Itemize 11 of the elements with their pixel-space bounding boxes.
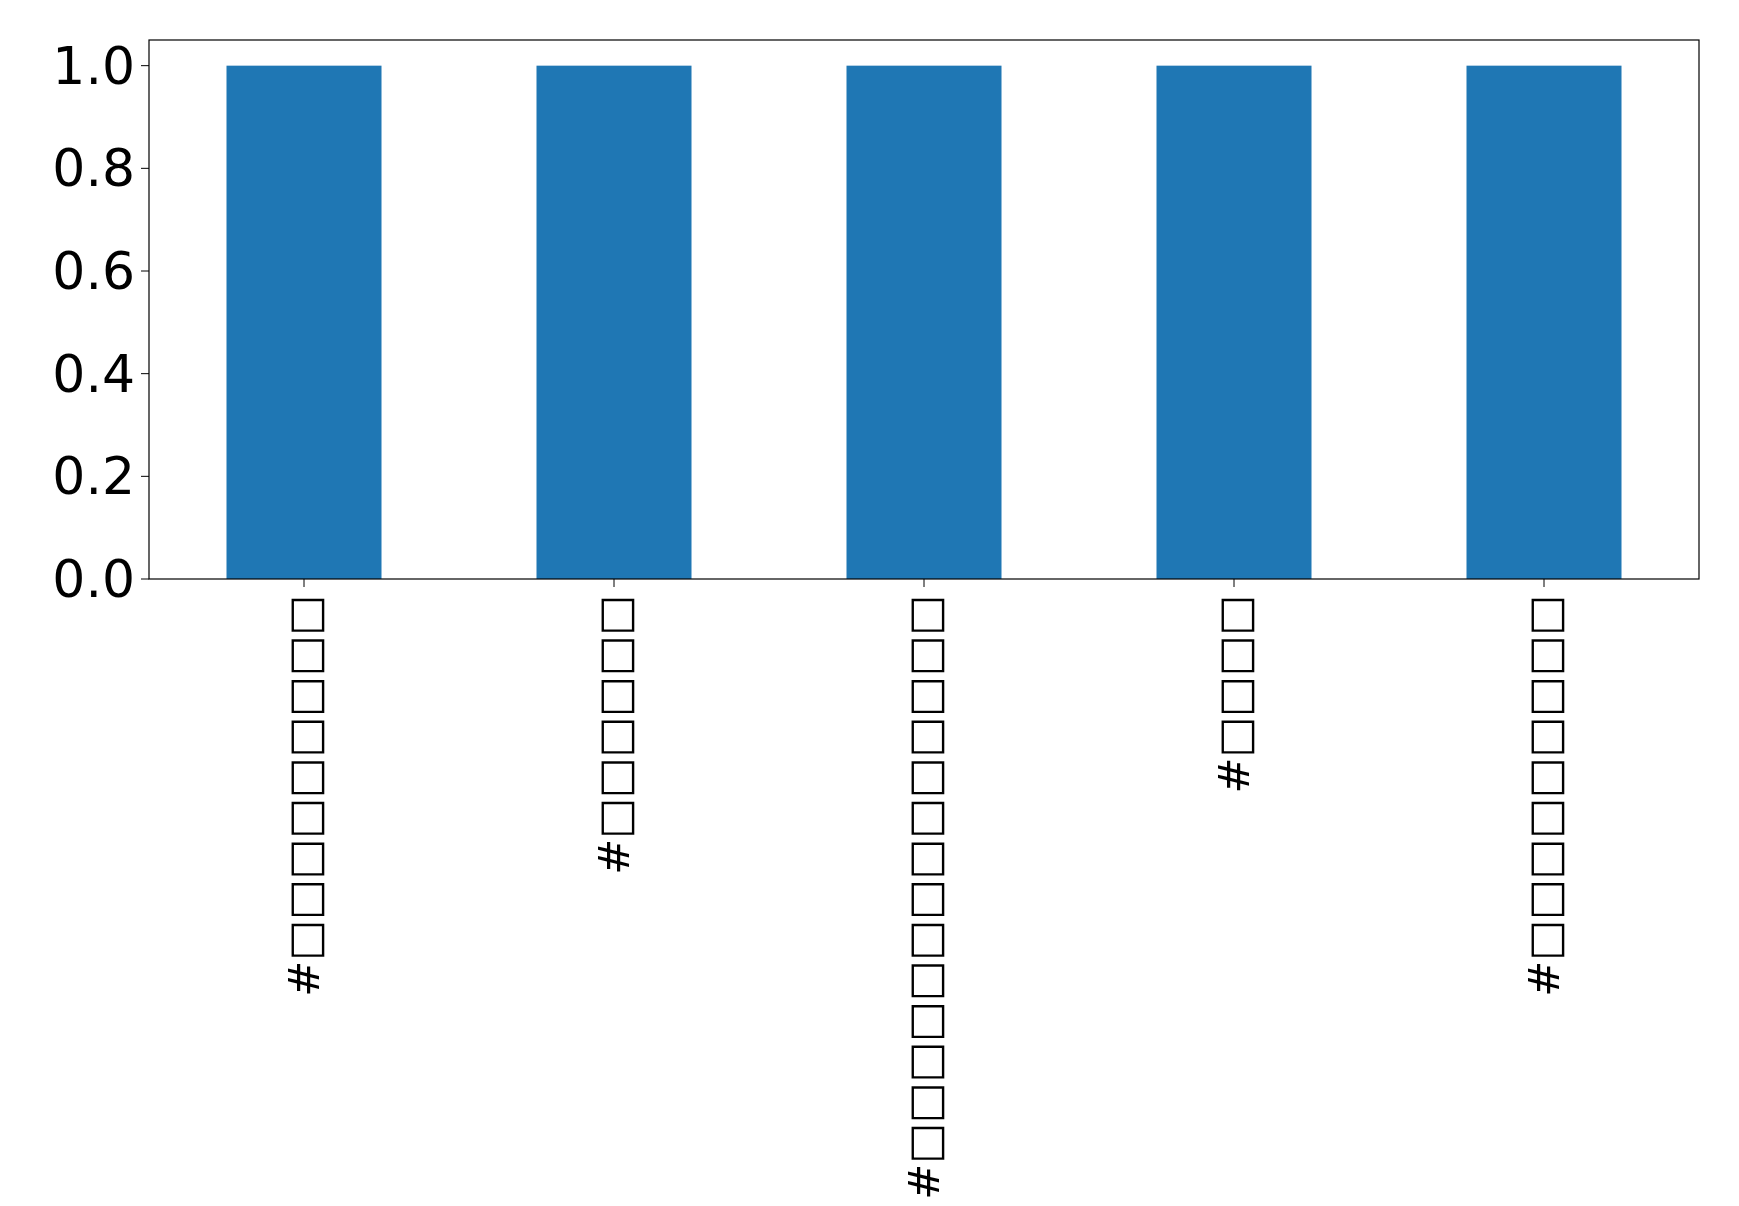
x-tick-label: #□□□□□□□□□: [1519, 595, 1569, 997]
x-tick-label: #□□□□□□□□□: [279, 595, 329, 997]
y-tick-label: 0.0: [52, 549, 135, 609]
y-tick-label: 0.8: [52, 138, 135, 199]
x-tick-label: #□□□□□□: [589, 595, 639, 875]
y-tick-label: 0.6: [52, 241, 135, 301]
x-tick-label: #□□□□□□□□□□□□□□: [899, 595, 949, 1200]
y-tick-label: 0.2: [52, 446, 135, 507]
y-tick-label: 1.0: [52, 35, 135, 96]
y-tick-label: 0.4: [52, 343, 135, 404]
x-tick-label: #□□□□: [1209, 595, 1259, 794]
